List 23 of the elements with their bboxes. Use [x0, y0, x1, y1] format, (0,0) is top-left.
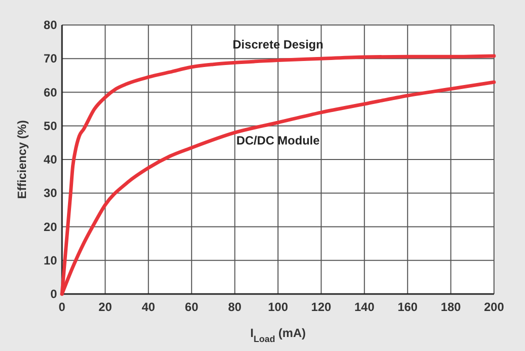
y-tick-label: 80: [44, 18, 58, 32]
y-tick-label: 50: [44, 118, 58, 133]
x-tick-label: 40: [142, 300, 156, 314]
y-tick-label: 20: [44, 220, 58, 234]
x-tick-label: 140: [354, 300, 375, 314]
x-tick-label: 0: [58, 300, 66, 314]
x-tick-label: 200: [484, 300, 504, 314]
y-tick-label: 10: [44, 253, 58, 268]
x-tick-label: 100: [268, 300, 288, 314]
y-tick-label: 40: [44, 152, 58, 166]
x-tick-label: 20: [98, 300, 112, 314]
y-tick-label: 70: [44, 52, 58, 66]
y-tick-label: 60: [44, 85, 58, 100]
x-tick-label: 180: [440, 300, 462, 314]
x-tick-label: 60: [184, 300, 199, 314]
x-tick-label: 120: [311, 300, 332, 314]
y-axis-title: Efficiency (%): [15, 120, 29, 199]
x-tick-label: 80: [228, 300, 242, 314]
y-tick-label: 30: [44, 186, 58, 200]
x-tick-label: 160: [398, 300, 418, 314]
x-axis-title: I$_{Load}$ (mA): [250, 326, 306, 344]
series-label: DC/DC Module: [236, 134, 320, 148]
y-tick-label: 0: [50, 287, 58, 301]
